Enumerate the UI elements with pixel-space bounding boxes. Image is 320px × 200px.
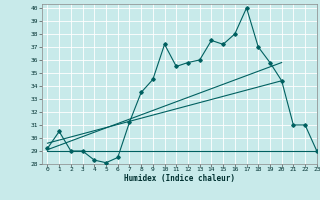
X-axis label: Humidex (Indice chaleur): Humidex (Indice chaleur) xyxy=(124,174,235,183)
